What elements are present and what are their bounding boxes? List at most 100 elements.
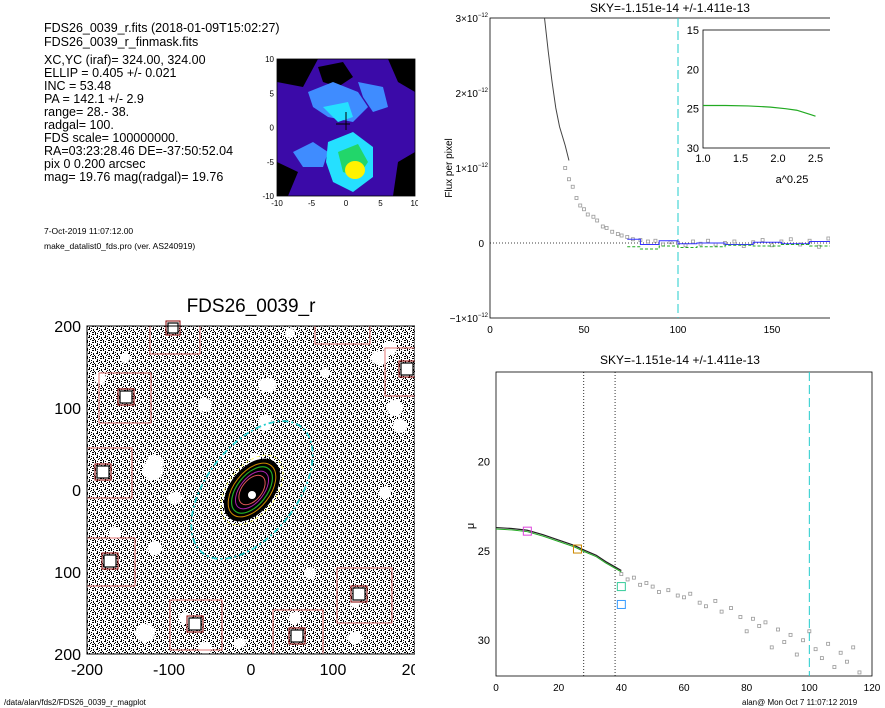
info-block: FDS26_0039_r.fits (2018-01-09T15:02:27) … [44,22,280,184]
data-point [567,177,571,182]
x-tick-label: 100 [801,683,818,692]
x-tick-label: 0 [493,683,499,692]
y-tick-label: 25 [478,546,490,558]
info-line: FDS26_0039_r.fits (2018-01-09T15:02:27) [44,21,280,35]
data-point [729,606,733,610]
x-tick-label: 40 [616,683,628,692]
flux-x-ticks: 050100150200 [487,325,781,336]
data-point [615,232,620,236]
data-point [757,624,762,628]
data-point [763,620,768,625]
x-tick-label: -5 [308,199,316,208]
masked-stars [94,328,407,654]
data-point [619,233,624,238]
x-tick-label: -10 [271,199,283,208]
data-point [813,647,818,652]
x-tick-label: 2.5 [808,153,823,165]
y-tick-label: -10 [262,192,274,201]
data-point [769,645,774,650]
y-tick-label: 30 [478,635,490,647]
y-tick-label: -5 [267,158,275,167]
y-tick-exponent: −12 [478,13,489,19]
masked-star-box-outlines [94,320,415,645]
sb-plot-ylabel: μ [465,523,477,529]
data-point [644,581,649,585]
data-point [794,652,799,657]
y-tick-label: 30 [687,143,699,155]
y-tick-label: 2×10 [455,89,478,100]
data-point [697,600,702,605]
y-tick-exponent: −12 [478,88,489,94]
data-point [807,629,812,634]
sb-x-ticks: 0 20 40 60 80 100 120 [493,683,880,692]
data-point [650,584,655,589]
y-tick-label: −1×10 [450,314,479,325]
footer-stamp: alan@ Mon Oct 7 11:07:12 2019 [742,698,858,707]
date-line: 7-Oct-2019 11:07:12.00 [44,226,134,236]
x-tick-label: 100 [670,325,687,336]
y-tick-label: 1×10 [455,164,478,175]
data-point [563,166,568,170]
sb-profile [495,526,622,572]
marker-square [616,599,626,609]
data-point [719,609,724,614]
sb-markers [522,526,626,609]
y-tick-exponent: −12 [478,163,489,169]
x-tick-label: 1.5 [733,153,748,165]
inset-y-ticks: 15 20 25 30 [687,25,699,155]
x-tick-label: 200 [402,662,415,679]
data-point [653,238,658,243]
data-point [595,218,600,223]
program-line: make_datalist0_fds.pro (ver. AS240919) [44,241,196,251]
flux-y-ticks: 3×10 −122×10 −121×10 −120−1×10 −12 [450,13,489,325]
x-tick-label: 1.0 [695,153,710,165]
info-line: mag= 19.76 mag(radgal)= 19.76 [44,170,224,184]
y-tick-label: 0 [72,483,81,500]
x-tick-label: 10 [411,199,418,208]
data-point [675,593,680,598]
data-point [751,616,755,621]
info-line: ELLIP = 0.405 +/- 0.021 [44,66,177,80]
data-point [591,214,596,219]
y-tick-label: 100 [55,401,81,418]
heatmap-y-ticks: 10 5 0 -5 -10 [262,55,274,201]
data-point [610,229,615,234]
y-tick-label: -200 [55,647,81,664]
y-tick-label: 200 [55,319,81,336]
inset-xlabel: a^0.25 [776,174,809,186]
flux-green-steps [627,244,830,250]
data-point [819,656,824,661]
x-tick-label: 0 [487,325,493,336]
y-tick-label: 20 [687,64,699,76]
info-line: radgal= 100. [44,118,114,132]
y-tick-label: -100 [55,565,81,582]
galaxy [190,420,314,560]
data-point [600,224,605,229]
info-line: FDS scale= 100000000. [44,131,179,145]
data-point [574,196,579,200]
image-title: FDS26_0039_r [186,296,316,317]
data-point [817,244,821,249]
data-point [801,638,805,643]
data-point [657,590,661,594]
marker-square [572,544,582,554]
data-point [698,241,703,246]
data-point [760,238,765,242]
info-line: range= 28.- 38. [44,105,130,119]
y-tick-label: 3×10 [455,14,478,25]
data-point [706,238,710,243]
x-tick-label: -100 [153,662,185,679]
data-point [638,582,643,587]
data-point [619,572,624,576]
flux-plot: SKY=-1.151e-14 +/-1.411e-13 Flux per pix… [444,1,830,336]
footer-path: /data/alan/fds2/FDS26_0039_r_magplot [4,698,146,707]
data-point [776,627,780,632]
data-point [832,665,837,669]
flux-plot-title: SKY=-1.151e-14 +/-1.411e-13 [590,1,750,15]
y-tick-exponent: −12 [478,313,489,319]
image-x-ticks: -200 -100 0 100 200 [71,662,415,679]
x-tick-label: 5 [378,199,383,208]
x-tick-label: 20 [553,683,565,692]
marker-square [522,526,532,536]
data-point [788,237,793,242]
